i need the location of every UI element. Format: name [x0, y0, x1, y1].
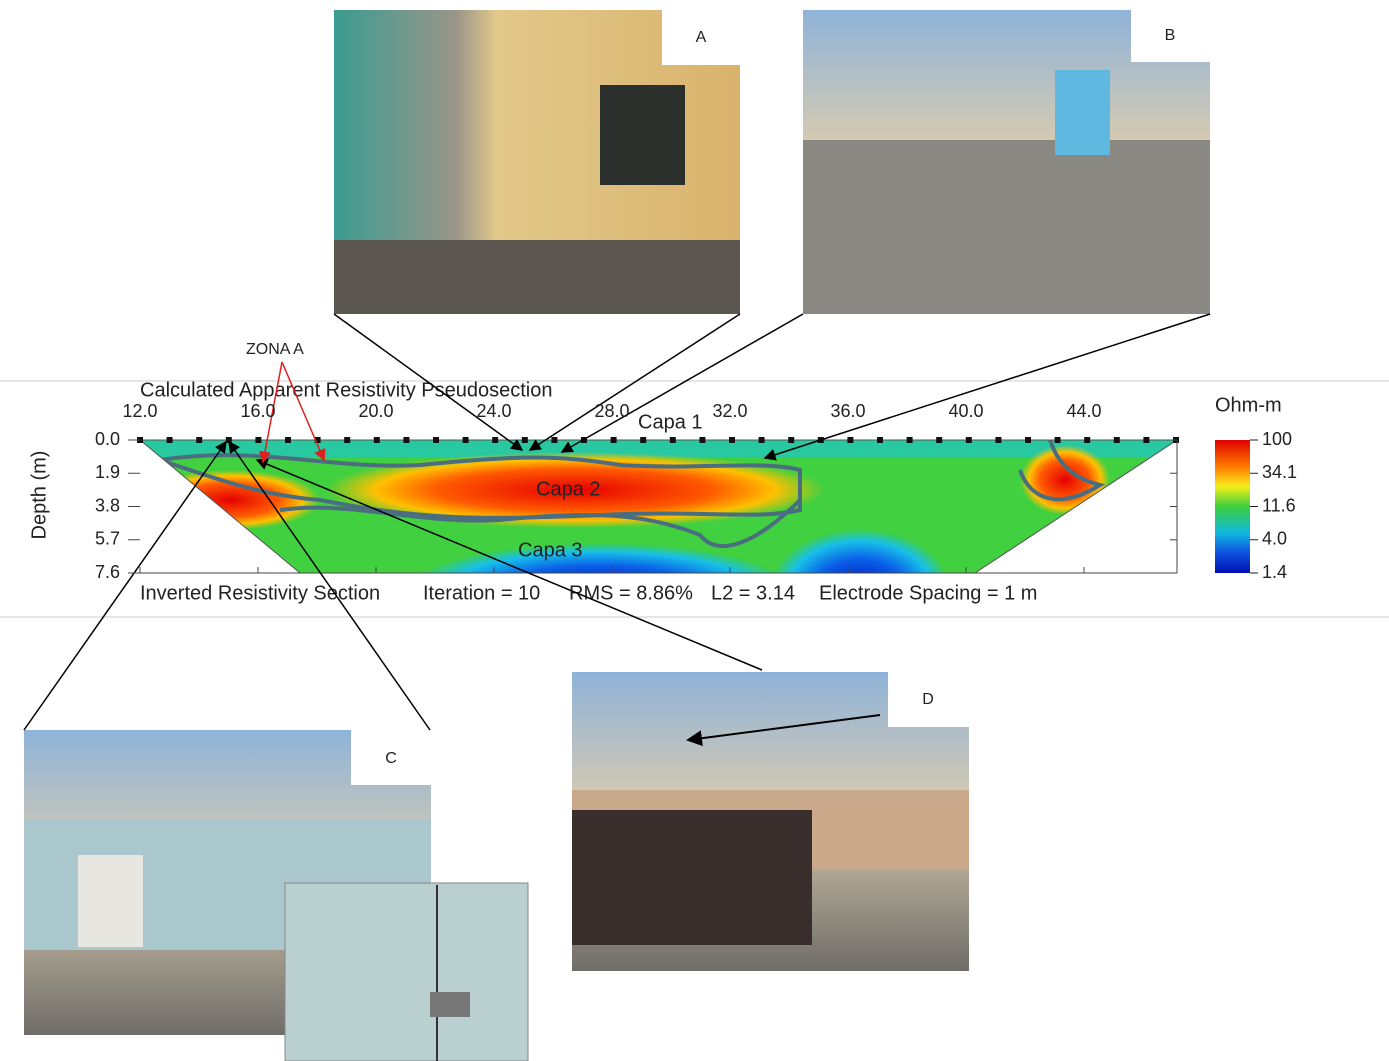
footer-text: Inverted Resistivity Section: [140, 582, 380, 604]
photo-label: C: [385, 750, 397, 767]
electrode: [403, 437, 410, 443]
layer-label: Capa 2: [536, 478, 601, 500]
electrode: [314, 437, 321, 443]
electrode: [877, 437, 883, 443]
electrode: [906, 437, 913, 443]
electrode: [196, 437, 203, 443]
connectors: [23, 313, 1211, 731]
electrode: [995, 437, 1002, 443]
y-tick-label: 5.7: [95, 529, 120, 549]
x-tick-label: 44.0: [1066, 401, 1101, 421]
electrode: [1025, 437, 1031, 443]
electrode: [699, 437, 706, 443]
electrode: [166, 437, 173, 443]
x-tick-label: 24.0: [476, 401, 511, 421]
color-tick-label: 1.4: [1262, 562, 1287, 582]
y-axis-label: Depth (m): [28, 451, 50, 540]
electrode: [285, 437, 291, 443]
electrode: [1084, 437, 1091, 443]
color-tick-label: 11.6: [1262, 495, 1296, 515]
zone-arrow: [281, 361, 326, 462]
electrode: [492, 437, 499, 443]
x-tick-label: 12.0: [122, 401, 157, 421]
electrode: [847, 437, 854, 443]
electrode: [344, 437, 351, 443]
section-title: Calculated Apparent Resistivity Pseudose…: [140, 379, 552, 401]
electrode: [433, 437, 439, 443]
electrode: [640, 437, 647, 443]
footer-text: Iteration = 10: [423, 582, 540, 604]
color-tick-label: 34.1: [1262, 462, 1297, 482]
x-tick-label: 40.0: [948, 401, 983, 421]
electrode: [1054, 437, 1061, 443]
color-scale-unit: Ohm-m: [1215, 394, 1282, 416]
photo-label: D: [922, 691, 934, 708]
layer-label: Capa 1: [638, 411, 703, 433]
color-bar: [1215, 440, 1250, 573]
zone-label: ZONA A: [246, 341, 304, 358]
photo-b: B: [803, 10, 1210, 314]
electrode: [462, 437, 469, 443]
electrode: [669, 437, 676, 443]
electrode: [965, 437, 972, 443]
x-tick-label: 16.0: [240, 401, 275, 421]
x-tick-label: 32.0: [712, 401, 747, 421]
electrode: [936, 437, 943, 443]
x-tick-label: 36.0: [830, 401, 865, 421]
electrode: [610, 437, 617, 443]
y-tick-label: 7.6: [95, 562, 120, 582]
electrode: [255, 437, 262, 443]
photo-label: A: [696, 29, 707, 46]
layer-label: Capa 3: [518, 539, 583, 561]
x-tick-label: 20.0: [358, 401, 393, 421]
electrode: [1113, 437, 1120, 443]
electrode: [788, 437, 795, 443]
electrode: [729, 437, 735, 443]
y-tick-label: 0.0: [95, 429, 120, 449]
footer-text: L2 = 3.14: [711, 582, 795, 604]
electrode: [551, 437, 558, 443]
color-tick-label: 100: [1262, 429, 1292, 449]
footer-text: RMS = 8.86%: [569, 582, 693, 604]
zone-arrow: [259, 361, 283, 464]
electrode: [1143, 437, 1150, 443]
electrode: [521, 437, 528, 443]
photo-d: D: [572, 672, 969, 971]
photo-c: C: [24, 730, 529, 1061]
electrode: [225, 437, 232, 443]
color-tick-label: 4.0: [1262, 529, 1287, 549]
y-tick-label: 1.9: [95, 462, 120, 482]
photo-a: A: [334, 10, 740, 314]
footer-text: Electrode Spacing = 1 m: [819, 582, 1037, 604]
electrode: [758, 437, 765, 443]
y-tick-label: 3.8: [95, 495, 120, 515]
photo-label: B: [1165, 27, 1176, 44]
x-tick-label: 28.0: [594, 401, 629, 421]
electrode: [373, 437, 380, 443]
